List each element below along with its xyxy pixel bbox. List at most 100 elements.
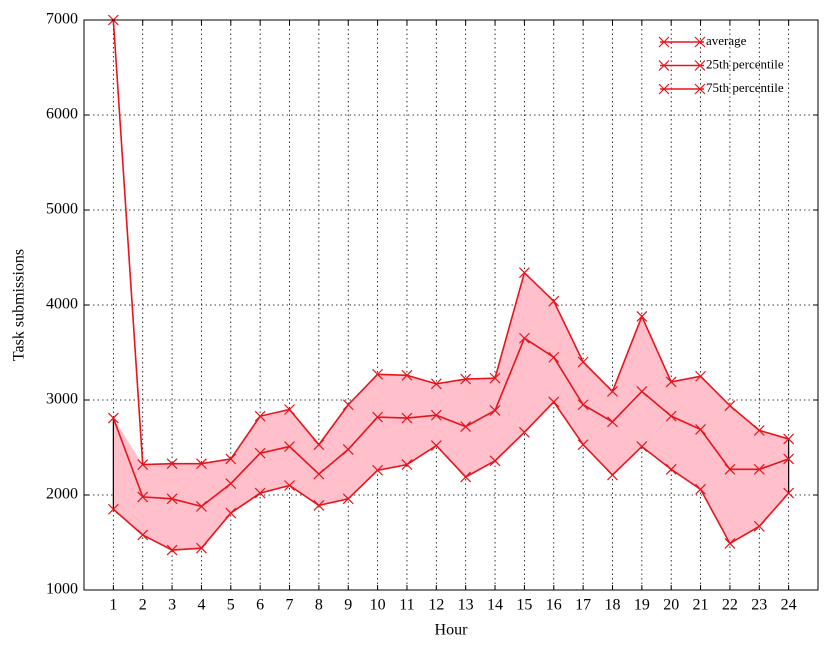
x-tick-label: 18 — [604, 597, 620, 614]
x-tick-label: 16 — [546, 597, 562, 614]
point — [313, 500, 325, 511]
point — [783, 487, 795, 499]
point — [430, 440, 442, 452]
x-tick-label: 3 — [168, 597, 176, 614]
point — [430, 409, 442, 421]
legend-label: 25th percentile — [706, 56, 784, 71]
point — [658, 36, 670, 48]
legend-label: 75th percentile — [706, 80, 784, 95]
y-tick-label: 3000 — [46, 391, 78, 408]
x-tick-label: 10 — [370, 597, 386, 614]
point — [284, 404, 295, 415]
y-tick-label: 7000 — [46, 11, 78, 28]
point — [372, 411, 384, 423]
y-tick-label: 2000 — [46, 486, 78, 503]
series-line — [112, 19, 789, 466]
point — [254, 447, 266, 459]
x-tick-label: 19 — [634, 597, 650, 614]
point — [577, 399, 589, 411]
point — [372, 464, 384, 476]
plot-frame — [83, 19, 819, 591]
point — [313, 439, 325, 451]
point — [783, 433, 795, 445]
point — [196, 542, 207, 554]
x-tick-label: 15 — [516, 597, 532, 614]
point — [665, 376, 677, 388]
point — [342, 399, 354, 411]
point — [313, 468, 325, 480]
point — [166, 493, 178, 505]
point — [460, 421, 472, 433]
x-tick-label: 11 — [399, 597, 414, 614]
point — [225, 507, 237, 519]
point — [489, 405, 501, 416]
point — [548, 396, 560, 408]
x-tick-label: 17 — [575, 597, 591, 614]
point — [401, 412, 413, 424]
point — [607, 416, 618, 428]
x-tick-label: 12 — [428, 597, 444, 614]
x-tick-label: 22 — [722, 597, 738, 614]
point — [137, 459, 149, 471]
point — [196, 458, 207, 470]
series-line — [112, 337, 789, 508]
point — [518, 426, 530, 438]
point — [665, 463, 677, 475]
series-line — [112, 400, 790, 551]
point — [342, 443, 354, 455]
point — [107, 412, 119, 424]
x-tick-label: 6 — [256, 597, 264, 614]
point — [254, 487, 266, 499]
point — [489, 455, 501, 467]
point — [577, 439, 589, 451]
x-tick-label: 7 — [286, 597, 294, 614]
x-tick-label: 14 — [487, 597, 503, 614]
point — [695, 370, 706, 382]
y-tick-label: 1000 — [46, 581, 78, 598]
point — [137, 529, 149, 541]
x-tick-label: 4 — [197, 597, 205, 614]
point — [694, 36, 706, 48]
point — [460, 471, 472, 483]
point — [636, 310, 648, 322]
y-tick-label: 4000 — [46, 296, 78, 313]
point — [225, 453, 237, 465]
point — [518, 332, 530, 344]
point — [694, 83, 706, 95]
point — [342, 493, 354, 505]
point — [225, 478, 237, 490]
point — [401, 369, 413, 381]
point — [518, 267, 530, 279]
legend-label: average — [706, 33, 747, 48]
point — [753, 520, 765, 532]
point — [548, 295, 560, 307]
point — [695, 483, 706, 495]
point — [107, 503, 119, 515]
point — [724, 463, 736, 475]
point — [607, 469, 618, 481]
point — [166, 458, 178, 470]
point — [284, 480, 295, 491]
x-tick-label: 8 — [315, 597, 323, 614]
point — [430, 378, 442, 390]
point — [489, 372, 501, 384]
point — [460, 373, 472, 385]
x-tick-label: 13 — [458, 597, 474, 614]
point — [724, 538, 736, 549]
point — [658, 83, 670, 95]
x-tick-label: 20 — [663, 597, 679, 614]
y-tick-label: 6000 — [46, 106, 78, 123]
point — [636, 441, 648, 452]
point — [401, 459, 413, 471]
point — [665, 410, 677, 422]
x-tick-label: 1 — [109, 597, 117, 614]
x-tick-label: 2 — [139, 597, 147, 614]
x-tick-label: 23 — [751, 597, 767, 614]
point — [636, 386, 648, 397]
point — [372, 368, 384, 380]
point — [607, 386, 618, 397]
x-tick-label: 5 — [227, 597, 235, 614]
y-tick-label: 5000 — [46, 201, 78, 218]
x-tick-label: 9 — [344, 597, 352, 614]
